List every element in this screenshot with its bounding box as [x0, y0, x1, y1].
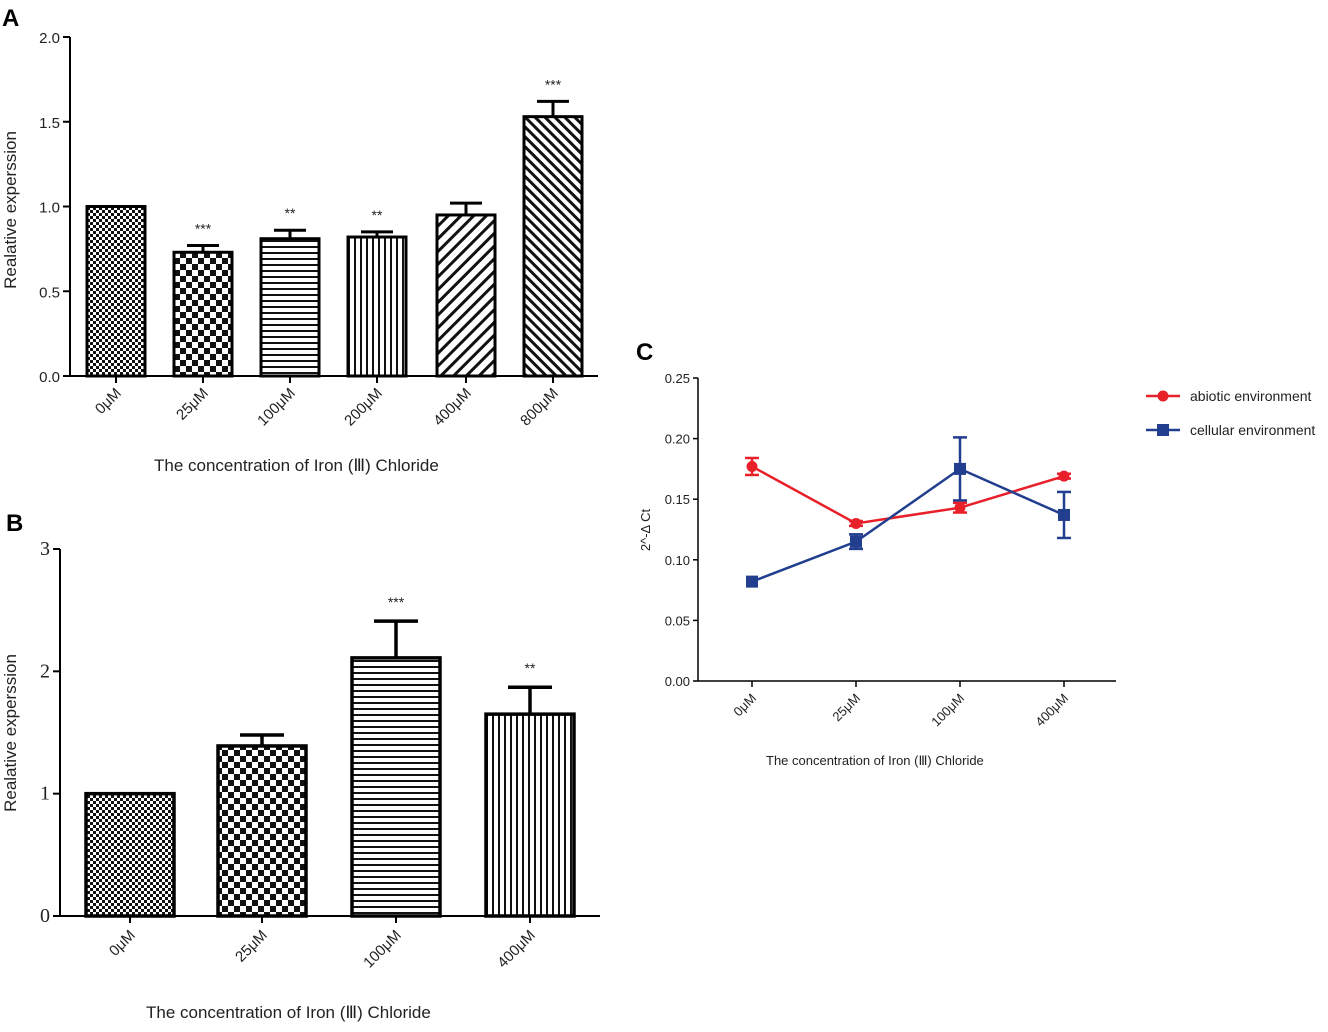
y-tick-label: 0.15 — [665, 492, 690, 507]
y-tick-label: 3 — [40, 538, 50, 560]
bar — [259, 237, 321, 378]
x-tick-label: 0μM — [106, 927, 139, 960]
y-tick-label: 1.0 — [39, 200, 60, 217]
chart-c: The concentration of Iron (Ⅲ) Chloride 2… — [638, 371, 1315, 768]
x-tick-label: 400μM — [430, 385, 475, 430]
panel-letter-c: C — [636, 339, 653, 366]
x-tick-label: 100μM — [928, 691, 967, 730]
x-tick-label: 0μM — [730, 691, 759, 720]
x-tick-label: 0μM — [92, 385, 125, 418]
data-point — [746, 460, 758, 472]
chart-b-y-title: Realative experssion — [1, 654, 20, 812]
significance-label: *** — [545, 76, 562, 92]
y-tick-label: 0.25 — [665, 371, 690, 386]
data-point — [1058, 508, 1070, 521]
y-tick-label: 1.5 — [39, 115, 60, 132]
x-tick-label: 400μM — [494, 927, 539, 972]
significance-label: ** — [372, 207, 383, 223]
chart-c-x-title: The concentration of Iron (Ⅲ) Chloride — [766, 753, 984, 768]
chart-b-x-title: The concentration of Iron (Ⅲ) Chloride — [146, 1003, 431, 1022]
significance-label: ** — [525, 660, 536, 676]
data-point — [746, 575, 758, 588]
x-tick-label: 800μM — [517, 385, 562, 430]
bar — [216, 744, 308, 918]
x-tick-label: 400μM — [1032, 691, 1071, 730]
significance-label: *** — [195, 220, 212, 236]
x-tick-label: 100μM — [360, 927, 405, 972]
y-tick-label: 0.0 — [39, 369, 60, 386]
y-tick-label: 2.0 — [39, 30, 60, 47]
y-tick-label: 0.05 — [665, 613, 690, 628]
legend-marker — [1157, 424, 1169, 436]
chart-a-y-title: Realative experssion — [1, 131, 20, 289]
data-point — [954, 462, 966, 475]
chart-a-x-title: The concentration of Iron (Ⅲ) Chloride — [154, 456, 439, 475]
legend-marker — [1157, 390, 1169, 402]
x-tick-label: 25μM — [173, 385, 212, 424]
y-tick-label: 0.10 — [665, 553, 690, 568]
bar — [85, 205, 147, 378]
y-tick-label: 0 — [40, 905, 50, 927]
x-tick-label: 25μM — [829, 691, 863, 725]
panel-letter-b: B — [6, 510, 23, 537]
significance-label: *** — [388, 594, 405, 610]
bar — [346, 235, 408, 378]
chart-b: The concentration of Iron (Ⅲ) Chloride R… — [1, 538, 600, 1022]
data-point — [1058, 470, 1070, 482]
legend-label: cellular environment — [1190, 422, 1315, 438]
data-point — [850, 535, 862, 548]
y-tick-label: 0.20 — [665, 432, 690, 447]
data-point — [850, 517, 862, 529]
x-tick-label: 200μM — [341, 385, 386, 430]
bar — [84, 791, 176, 918]
x-tick-label: 25μM — [232, 927, 271, 966]
bar — [172, 250, 234, 378]
x-tick-label: 100μM — [254, 385, 299, 430]
chart-a: The concentration of Iron (Ⅲ) Chloride R… — [1, 30, 598, 475]
y-tick-label: 0.5 — [39, 284, 60, 301]
chart-c-y-title: 2^-Δ Ct — [638, 508, 653, 551]
y-tick-label: 0.00 — [665, 674, 690, 689]
series-line-2 — [751, 467, 1065, 583]
data-point — [954, 502, 966, 514]
bar — [435, 213, 497, 378]
y-tick-label: 2 — [40, 660, 50, 682]
panel-letter-a: A — [2, 5, 19, 32]
significance-label: ** — [285, 205, 296, 221]
bar — [350, 656, 442, 918]
legend-label: abiotic environment — [1190, 388, 1312, 404]
bar — [522, 115, 584, 378]
bar — [484, 712, 576, 918]
y-tick-label: 1 — [40, 783, 50, 805]
